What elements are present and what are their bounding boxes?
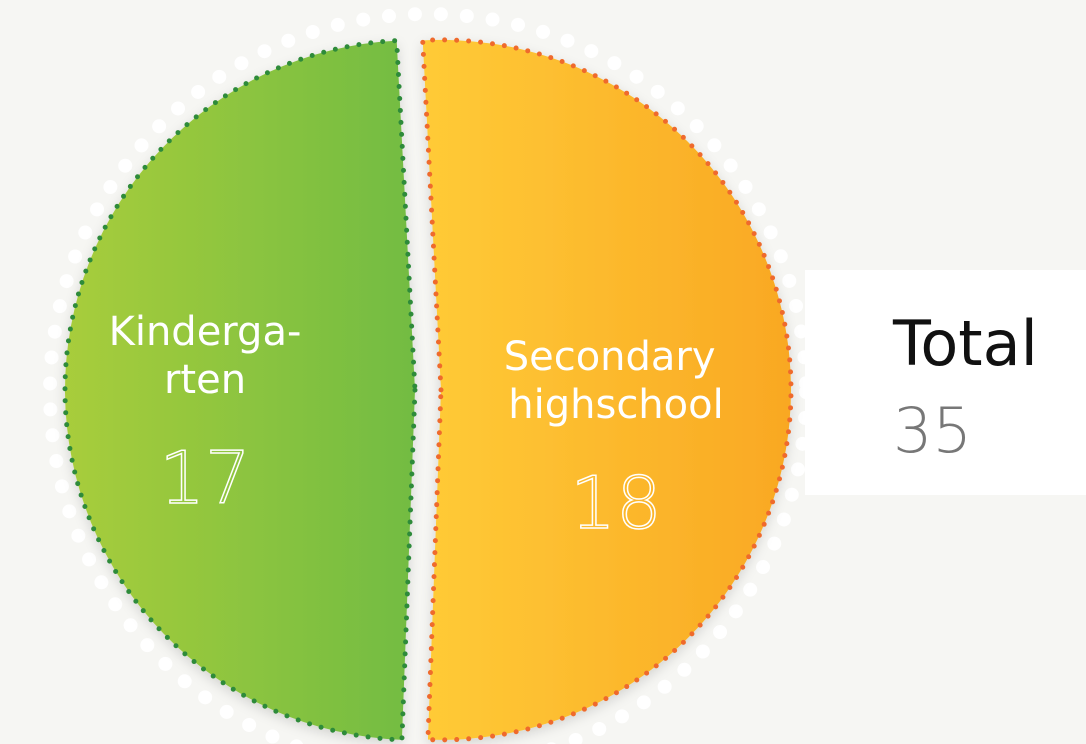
category-label: Kinderga-rten xyxy=(109,309,302,403)
value-label: 17 xyxy=(159,436,251,520)
pie-slice xyxy=(65,40,416,740)
total-box xyxy=(805,270,1086,495)
total-value: 35 xyxy=(893,394,972,467)
slice-outline xyxy=(420,37,794,743)
total-label: Total xyxy=(892,307,1038,380)
category-label: Secondary highschool xyxy=(504,334,729,428)
value-label: 18 xyxy=(570,461,662,545)
pie-slice xyxy=(422,39,791,740)
slice-outline xyxy=(62,37,418,743)
